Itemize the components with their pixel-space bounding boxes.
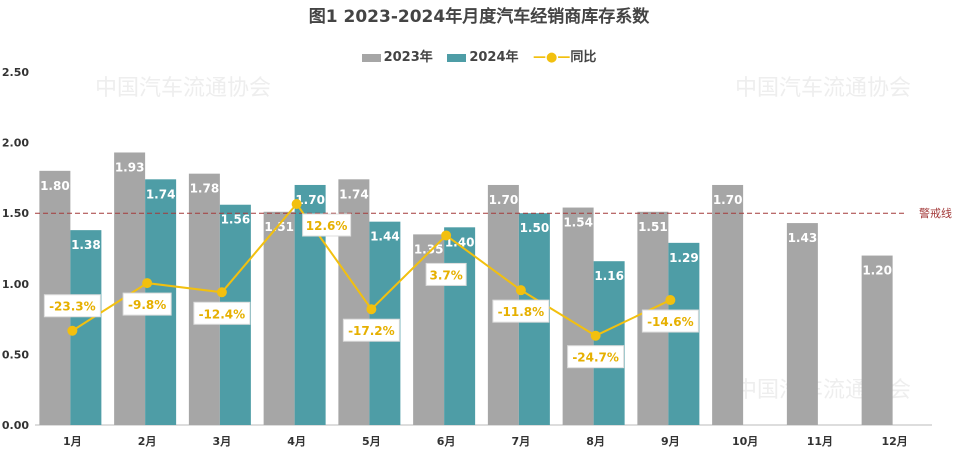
yoy-label-box xyxy=(302,213,352,237)
bar-data-label: 1.70 xyxy=(295,193,325,207)
yoy-label-box xyxy=(492,299,550,323)
yoy-data-label: -11.8% xyxy=(498,305,545,319)
x-tick-label: 12月 xyxy=(881,435,907,448)
bar-data-label: 1.80 xyxy=(40,179,70,193)
legend: 2023年 2024年 —●—同比 xyxy=(0,46,958,65)
x-tick-label: 2月 xyxy=(138,435,157,448)
yoy-point xyxy=(590,330,601,341)
bar-data-label: 1.56 xyxy=(221,213,251,227)
x-tick-label: 6月 xyxy=(437,435,456,448)
bar-2024年 xyxy=(668,242,700,425)
yoy-point xyxy=(665,295,676,306)
y-tick-label: 1.00 xyxy=(2,278,29,291)
bar-data-label: 1.16 xyxy=(594,269,624,283)
bar-data-label: 1.50 xyxy=(520,221,550,235)
chart-title: 图1 2023-2024年月度汽车经销商库存系数 xyxy=(308,7,650,27)
yoy-point xyxy=(142,278,153,289)
bar-data-label: 1.51 xyxy=(638,220,668,234)
yoy-label-box xyxy=(193,301,251,325)
x-tick-label: 7月 xyxy=(512,435,531,448)
legend-label: 2023年 xyxy=(383,50,433,65)
bar-2023年 xyxy=(562,207,594,425)
yoy-point xyxy=(366,304,377,315)
yoy-point xyxy=(441,230,452,241)
yoy-data-label: -14.6% xyxy=(647,315,694,329)
bar-data-label: 1.93 xyxy=(115,160,145,174)
yoy-data-label: -12.4% xyxy=(199,307,246,321)
bar-data-label: 1.74 xyxy=(339,187,369,201)
bar-data-label: 1.70 xyxy=(489,193,519,207)
x-tick-label: 10月 xyxy=(732,435,758,448)
bar-2024年 xyxy=(593,261,625,425)
x-tick-label: 8月 xyxy=(586,435,605,448)
bar-data-label: 1.44 xyxy=(370,230,400,244)
bar-2023年 xyxy=(263,211,295,425)
yoy-point xyxy=(216,287,227,298)
bar-2023年 xyxy=(712,184,744,425)
x-tick-label: 1月 xyxy=(63,435,82,448)
legend-2024: 2024年 xyxy=(447,46,519,65)
x-tick-label: 4月 xyxy=(287,435,306,448)
yoy-data-label: -24.7% xyxy=(572,351,619,365)
y-tick-label: 1.50 xyxy=(2,207,29,220)
bar-2024年 xyxy=(444,227,476,425)
x-tick-label: 11月 xyxy=(807,435,833,448)
legend-label: 2024年 xyxy=(469,50,519,65)
bar-data-label: 1.38 xyxy=(71,238,101,252)
bar-data-label: 1.20 xyxy=(862,264,892,278)
bar-data-label: 1.29 xyxy=(669,251,699,265)
legend-label: 同比 xyxy=(570,50,597,65)
bar-data-label: 1.51 xyxy=(264,220,294,234)
yoy-data-label: -9.8% xyxy=(128,298,166,312)
yoy-point xyxy=(67,325,78,336)
yoy-data-label: 12.6% xyxy=(306,219,348,233)
bar-2023年 xyxy=(786,223,818,425)
bar-data-label: 1.70 xyxy=(713,193,743,207)
bar-data-label: 1.35 xyxy=(414,242,444,256)
legend-yoy: —●—同比 xyxy=(533,50,597,65)
y-tick-label: 0.50 xyxy=(2,348,29,361)
bar-2023年 xyxy=(861,255,893,425)
yoy-label-box xyxy=(342,318,400,342)
bar-2023年 xyxy=(188,173,220,425)
x-tick-label: 5月 xyxy=(362,435,381,448)
x-tick-label: 3月 xyxy=(213,435,232,448)
yoy-point xyxy=(291,199,302,210)
bar-data-label: 1.54 xyxy=(563,216,593,230)
legend-2023: 2023年 xyxy=(361,46,433,65)
y-tick-label: 2.00 xyxy=(2,137,29,150)
yoy-data-label: -17.2% xyxy=(348,324,395,338)
yoy-label-box xyxy=(425,262,467,286)
x-tick-label: 9月 xyxy=(661,435,680,448)
bar-data-label: 1.78 xyxy=(190,182,220,196)
yoy-point xyxy=(515,285,526,296)
bar-data-label: 1.43 xyxy=(788,231,818,245)
y-tick-label: 0.00 xyxy=(2,419,29,432)
yoy-data-label: -23.3% xyxy=(49,300,96,314)
bar-2023年 xyxy=(114,152,146,425)
watermark: 中国汽车流通协会 xyxy=(95,76,272,101)
y-tick-label: 2.50 xyxy=(2,66,29,79)
yoy-label-box xyxy=(641,309,699,333)
watermark: 中国汽车流通协会 xyxy=(735,76,912,101)
yoy-label-box xyxy=(122,292,172,316)
yoy-data-label: 3.7% xyxy=(429,268,462,282)
bar-data-label: 1.74 xyxy=(146,187,176,201)
reference-line-label: 警戒线 xyxy=(919,206,952,220)
yoy-label-box xyxy=(43,294,101,318)
yoy-label-box xyxy=(567,345,625,369)
